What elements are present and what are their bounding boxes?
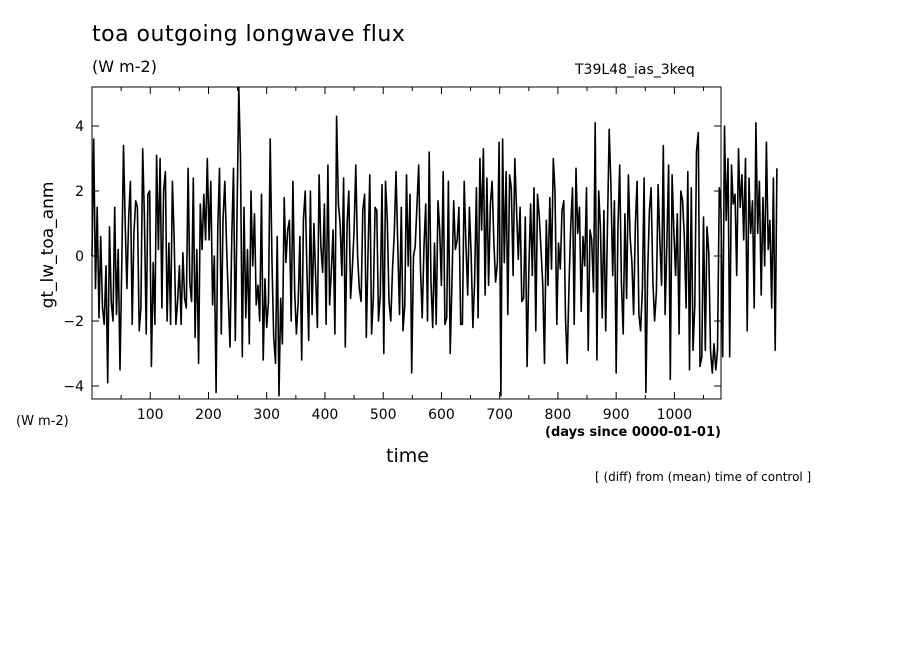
y-tick-label: 4: [75, 119, 84, 135]
x-tick-label: 1000: [657, 407, 693, 423]
x-tick-label: 200: [195, 407, 222, 423]
x-tick-label: 100: [137, 407, 164, 423]
x-tick-label: 700: [486, 407, 513, 423]
x-tick-label: 900: [603, 407, 630, 423]
x-units-label: (days since 0000-01-01): [545, 425, 721, 440]
y-tick-label: 0: [75, 249, 84, 265]
x-axis-label: time: [386, 445, 429, 467]
x-tick-label: 800: [545, 407, 572, 423]
chart-title: toa outgoing longwave flux: [92, 22, 406, 47]
chart-units: (W m-2): [92, 57, 157, 76]
x-tick-label: 500: [370, 407, 397, 423]
comparison-note: [ (diff) from (mean) time of control ]: [595, 470, 812, 484]
x-tick-label: 400: [312, 407, 339, 423]
x-tick-label: 600: [428, 407, 455, 423]
y-tick-label: −4: [63, 379, 84, 395]
y-tick-label: −2: [63, 314, 84, 330]
y-units-label: (W m-2): [16, 414, 69, 429]
y-tick-label: 2: [75, 184, 84, 200]
series-line: [91, 86, 778, 397]
run-name: T39L48_ias_3keq: [575, 62, 695, 78]
x-tick-label: 300: [253, 407, 280, 423]
x-axis-ticks: 100 200 300 400 500 600 700 800 900 1000: [120, 87, 705, 423]
y-axis-ticks: −4 −2 0 2 4: [63, 119, 721, 395]
plot-frame: [91, 86, 722, 400]
y-axis-label: gt_lw_toa_anm: [38, 182, 58, 309]
